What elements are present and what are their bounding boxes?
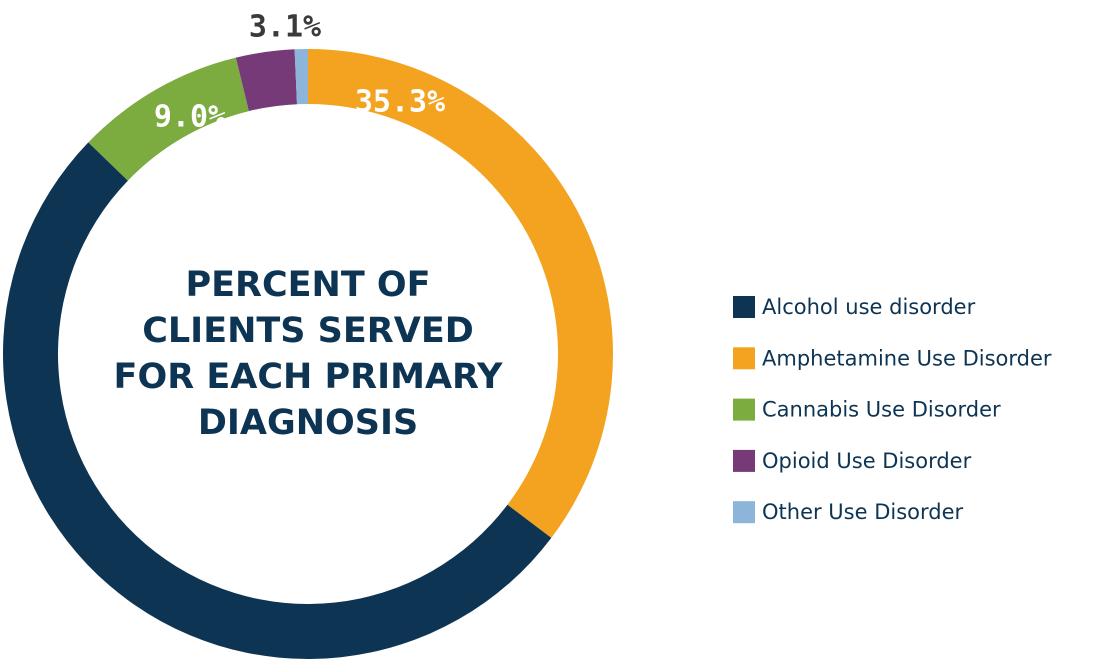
legend-label: Cannabis Use Disorder [762,398,1001,422]
legend-swatch [733,296,755,318]
donut-slice [235,49,298,112]
legend-swatch [733,398,755,421]
donut-slice [3,142,552,659]
legend-label: Opioid Use Disorder [762,449,972,473]
legend-swatch [733,449,755,472]
data-label: 3.1% [249,10,321,45]
data-label: 9.0% [154,100,226,135]
legend-label: Alcohol use disorder [762,295,976,319]
legend-label: Other Use Disorder [762,500,964,524]
legend-label: Amphetamine Use Disorder [762,346,1052,370]
donut-slice [308,49,614,538]
legend-swatch [733,501,755,524]
data-label: 35.3% [355,85,445,120]
chart-title: PERCENT OF CLIENTS SERVED FOR EACH PRIMA… [113,265,503,443]
legend-swatch [733,347,755,370]
donut-slice [88,57,249,181]
donut-slice [294,49,308,105]
